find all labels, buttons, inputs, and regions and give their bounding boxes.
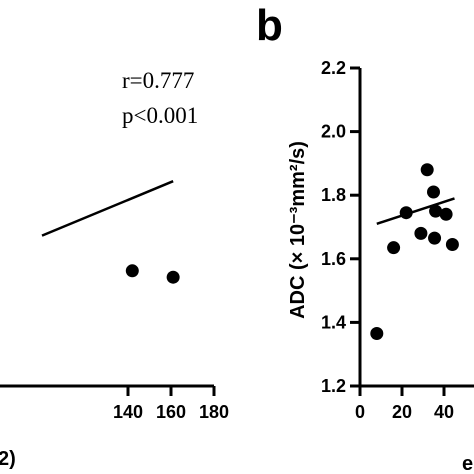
- panel-a-trend-group: [41, 180, 174, 237]
- panel-b-data-point: [387, 241, 401, 255]
- panel-b-y-tick-label: 1.4: [321, 312, 346, 332]
- panel-b-y-tick-label: 2.2: [321, 58, 346, 78]
- panel-b-data-point: [370, 327, 384, 341]
- panel-b-x-ticks: 0 20 40: [355, 386, 454, 422]
- panel-a-trend-line: [41, 180, 174, 237]
- panel-a-r-annotation: r=0.777: [122, 68, 194, 93]
- panel-b-y-ticks: 1.2 1.4 1.6 1.8 2.0 2.2: [321, 58, 360, 396]
- panel-b-data-point: [414, 226, 428, 240]
- panel-b: b 1.2 1.4 1.6 1.8 2.0 2.2 0 20 40 ADC (× 10⁻³mm…: [256, 1, 474, 474]
- panel-b-trend-group: [376, 197, 455, 226]
- panel-b-data-point: [399, 206, 413, 220]
- panel-b-data-point: [439, 207, 453, 221]
- panel-b-y-axis-title: ADC (× 10⁻³mm²/s): [287, 141, 309, 319]
- panel-b-x-tick-label: 40: [434, 402, 454, 422]
- panel-a-data-point: [166, 270, 180, 284]
- panel-b-data-point: [445, 237, 459, 251]
- panel-b-y-tick-label: 2.0: [321, 122, 346, 142]
- panel-b-y-tick-label: 1.6: [321, 249, 346, 269]
- panel-a-x-ticks: 140 160 180: [113, 386, 229, 422]
- panel-a-points: [125, 264, 180, 284]
- panel-b-x-tick-label: 20: [392, 402, 412, 422]
- panel-a-x-tick-label: 180: [199, 402, 229, 422]
- panel-b-label: b: [256, 1, 283, 50]
- panel-b-data-point: [429, 204, 443, 218]
- panel-a-x-tick-label: 140: [113, 402, 143, 422]
- panel-a-data-point: [125, 264, 139, 278]
- panel-a-x-tick-label: 160: [156, 402, 186, 422]
- panel-b-data-point: [420, 163, 434, 177]
- panel-b-y-tick-label: 1.2: [321, 376, 346, 396]
- panel-b-data-point: [428, 231, 442, 245]
- panel-a: 140 160 180 r=0.777 p<0.001 2): [0, 68, 229, 470]
- panel-b-y-tick-label: 1.8: [321, 185, 346, 205]
- panel-b-data-point: [427, 185, 440, 199]
- panel-a-x-axis-title-fragment: 2): [0, 448, 16, 470]
- panel-b-points: [370, 163, 459, 341]
- panel-b-trend-line: [376, 197, 455, 226]
- panel-b-x-axis-title-fragment: e: [462, 453, 473, 474]
- panel-b-x-tick-label: 0: [355, 402, 365, 422]
- panel-a-p-annotation: p<0.001: [122, 103, 198, 128]
